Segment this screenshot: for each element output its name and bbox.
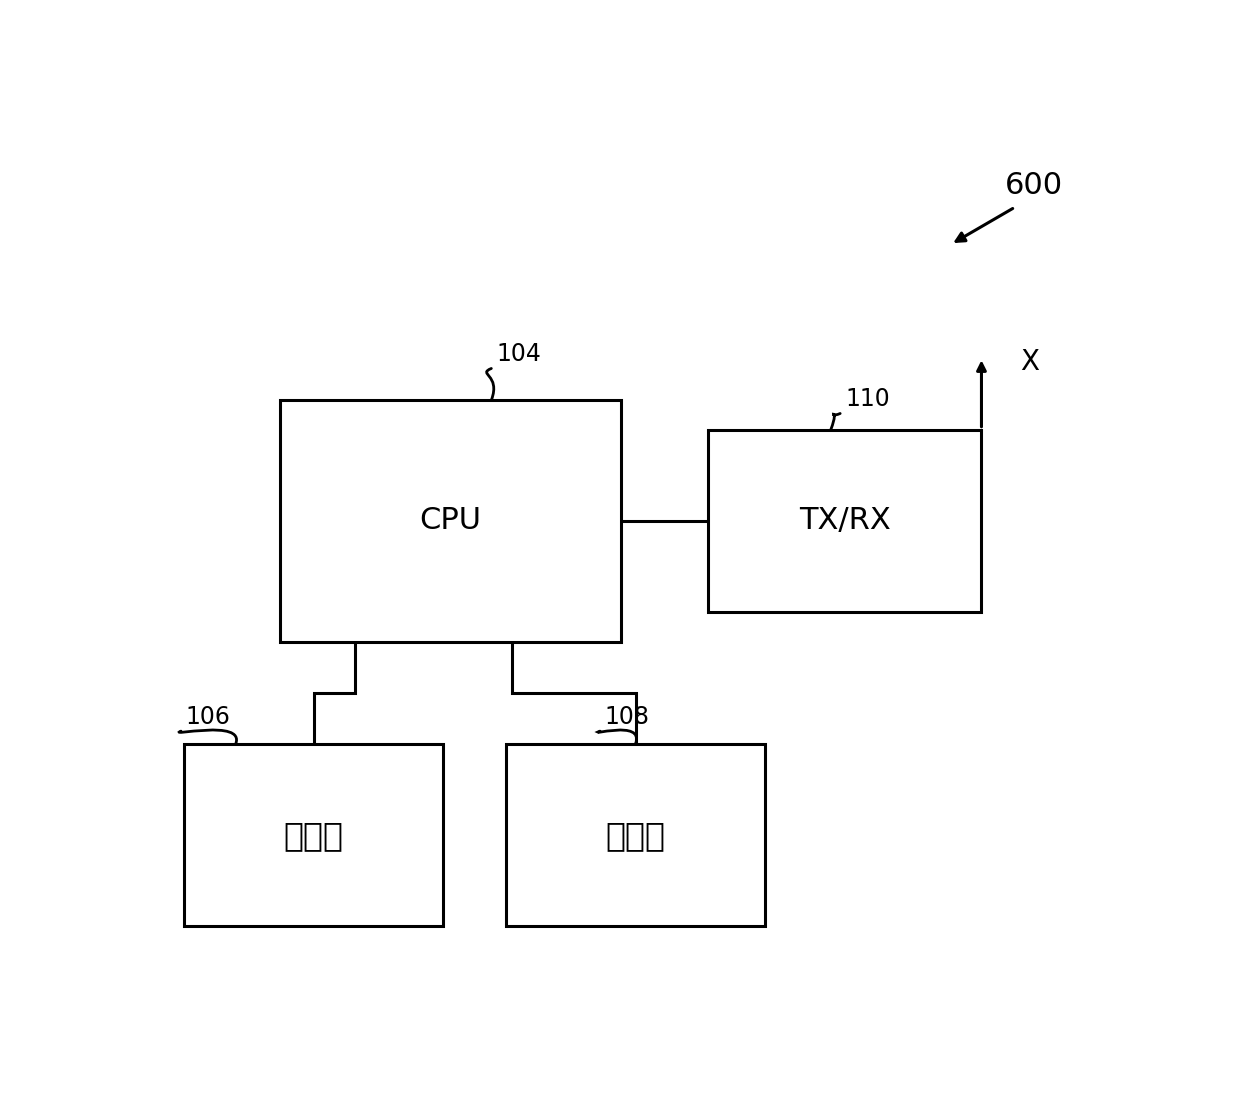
Text: CPU: CPU [419, 506, 481, 535]
Bar [280, 400, 621, 642]
Text: X: X [1019, 347, 1039, 376]
Text: TX/RX: TX/RX [799, 506, 890, 535]
Text: 104: 104 [496, 342, 541, 366]
Text: 110: 110 [844, 387, 890, 411]
Text: 存储器: 存储器 [284, 818, 343, 852]
Text: 106: 106 [186, 705, 231, 729]
Text: 传感器: 传感器 [605, 818, 666, 852]
Text: 600: 600 [1004, 171, 1063, 200]
Bar [506, 743, 765, 927]
Bar [184, 743, 444, 927]
Text: 108: 108 [605, 705, 650, 729]
Bar [708, 430, 981, 612]
